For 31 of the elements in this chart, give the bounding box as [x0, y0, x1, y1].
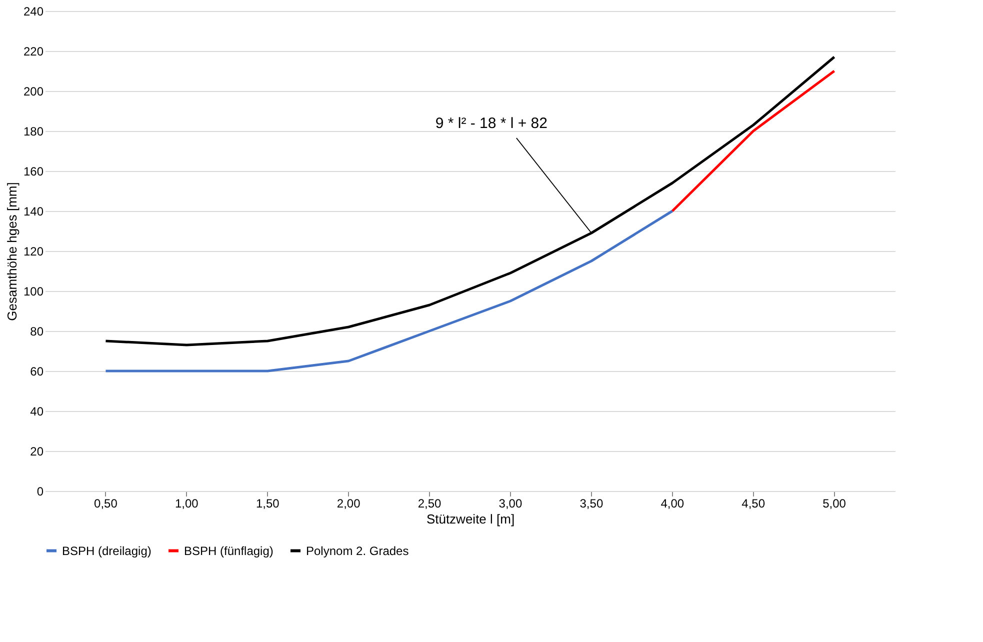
x-tick-label: 1,00	[174, 496, 199, 510]
y-tick-label: 60	[30, 364, 44, 378]
y-tick-label: 160	[23, 164, 44, 178]
y-tick-label: 100	[23, 284, 44, 298]
y-axis-title: Gesamthöhe hges [mm]	[4, 182, 20, 321]
y-tick-label: 40	[30, 404, 44, 418]
y-tick-label: 200	[23, 84, 44, 98]
line-series	[104, 56, 836, 346]
y-tick-label: 220	[23, 44, 44, 58]
y-tick-label: 0	[36, 484, 44, 498]
legend-label: BSPH (dreilagig)	[62, 544, 152, 558]
annotation: 9 * l² - 18 * l + 82	[435, 115, 548, 132]
y-tick-label: 240	[23, 4, 44, 18]
legend-label: Polynom 2. Grades	[306, 544, 409, 558]
y-tick-label: 120	[23, 244, 44, 258]
legend-label: BSPH (fünflagig)	[184, 544, 274, 558]
x-tick-label: 4,00	[660, 496, 684, 510]
x-tick-label: 5,00	[822, 496, 846, 510]
x-tick-label: 3,00	[498, 496, 522, 510]
x-tick-label: 0,50	[94, 496, 118, 510]
y-tick-label: 20	[30, 444, 44, 458]
line-series	[104, 210, 674, 372]
x-tick-label: 3,50	[580, 496, 604, 510]
y-tick-label: 80	[30, 324, 44, 338]
y-tick-label: 180	[23, 124, 44, 138]
x-tick-label: 2,50	[418, 496, 442, 510]
x-tick-label: 2,00	[336, 496, 361, 510]
x-tick-label: 1,50	[256, 496, 280, 510]
x-tick-label: 4,50	[742, 496, 766, 510]
y-tick-label: 140	[23, 204, 44, 218]
x-axis-title: Stützweite l [m]	[426, 512, 515, 526]
